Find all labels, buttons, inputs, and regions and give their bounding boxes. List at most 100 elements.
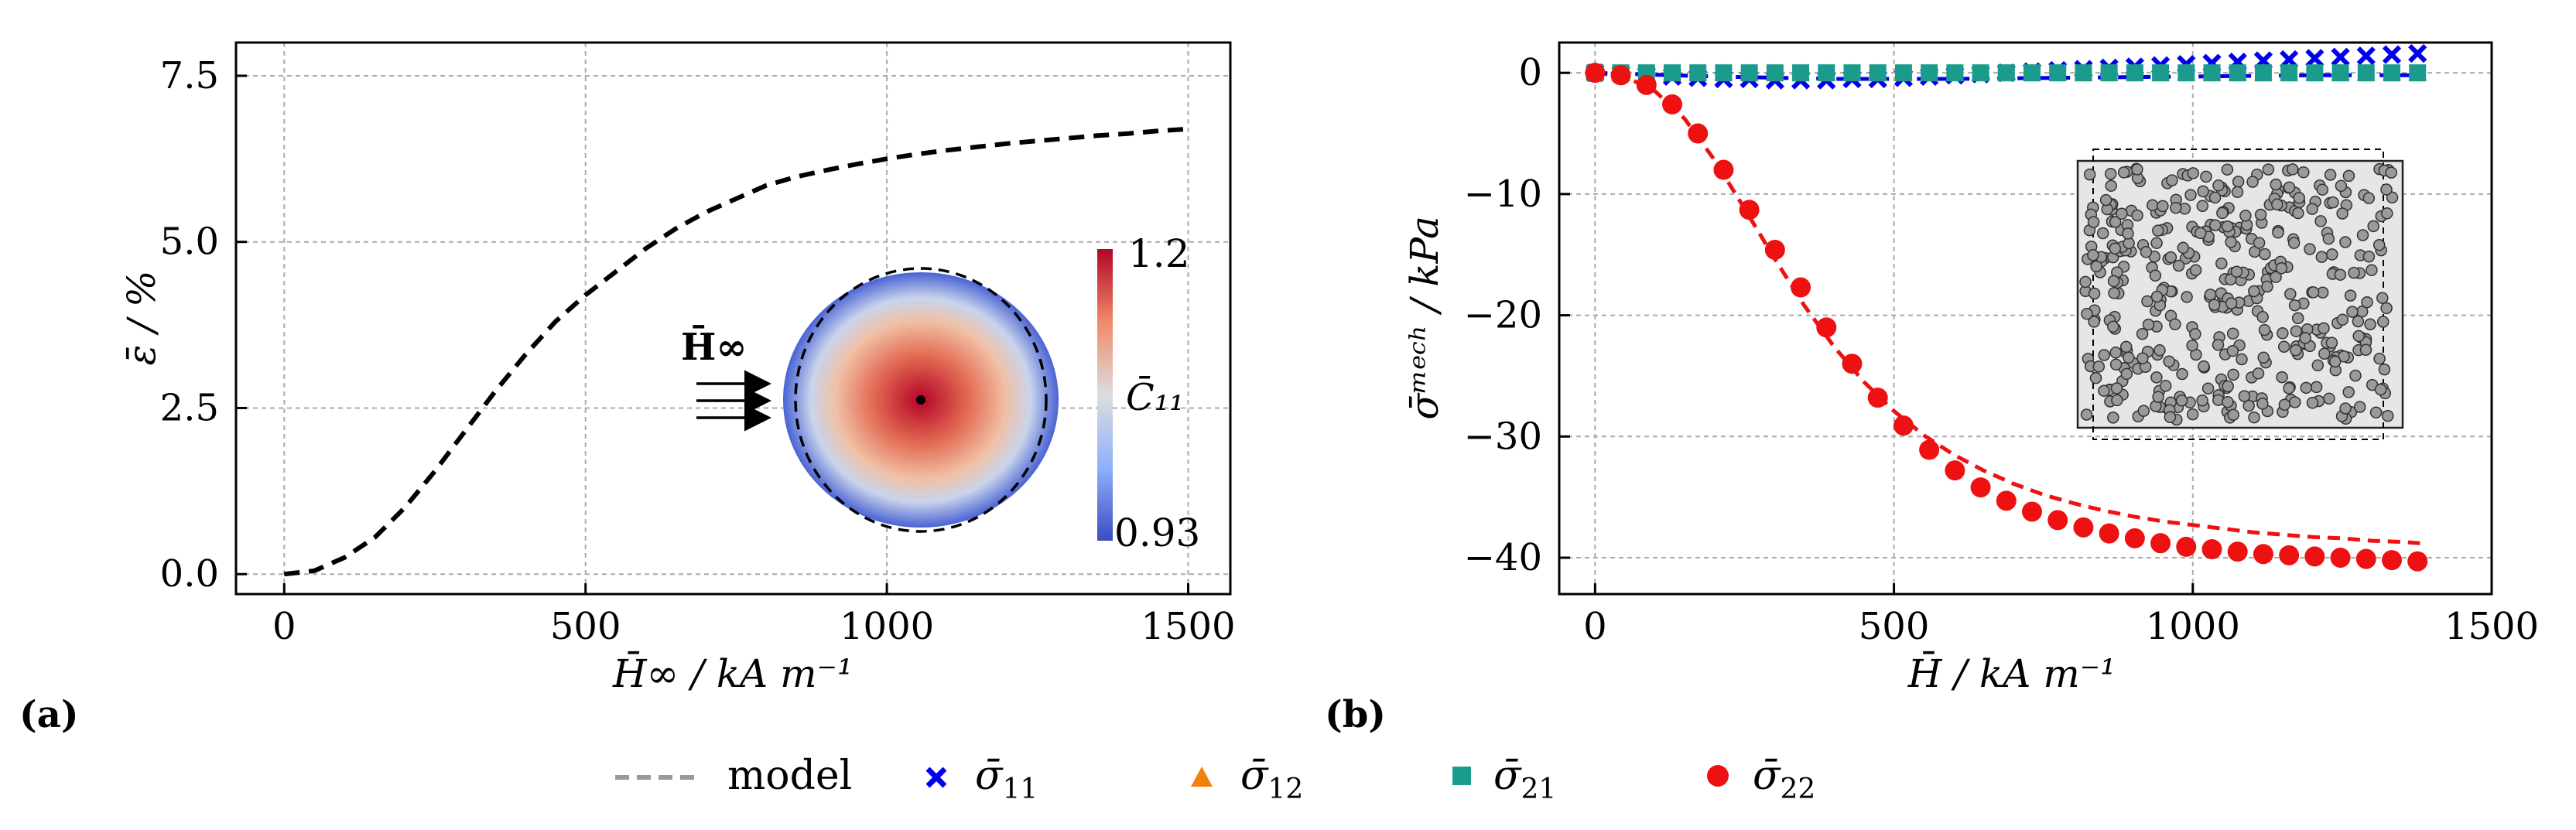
microstructure-particle bbox=[2248, 411, 2260, 424]
microstructure-particle bbox=[2304, 243, 2316, 255]
microstructure-particle bbox=[2231, 186, 2244, 199]
panel-b-point-s21 bbox=[1663, 64, 1681, 82]
panel-b-point-s21 bbox=[1843, 64, 1861, 82]
microstructure-particle bbox=[2258, 323, 2271, 336]
panel-b-point-s21 bbox=[2409, 64, 2427, 82]
microstructure-particle bbox=[2230, 265, 2243, 278]
microstructure-particle bbox=[2270, 271, 2282, 283]
panel-b-point-s21 bbox=[2229, 64, 2246, 82]
microstructure-particle bbox=[2215, 257, 2228, 270]
panel-b-point-s22 bbox=[1996, 490, 2017, 511]
microstructure-particle bbox=[2254, 208, 2267, 221]
microstructure-particle bbox=[2283, 382, 2295, 395]
panel-b-point-s22 bbox=[1585, 63, 1606, 84]
panel-b-point-s21 bbox=[1766, 64, 1784, 82]
panel-b-point-s22 bbox=[1764, 239, 1785, 260]
panel-a-ticks: 0 500 1000 1500 0.0 2.5 5.0 7.5 bbox=[160, 54, 1236, 648]
microstructure-particle bbox=[2216, 207, 2229, 220]
microstructure-particle bbox=[2353, 401, 2366, 413]
microstructure-particle bbox=[2257, 351, 2270, 364]
legend-model-label: model bbox=[727, 753, 852, 799]
microstructure-particle bbox=[2166, 174, 2178, 186]
microstructure-particle bbox=[2327, 196, 2339, 209]
panel-b-model-curve bbox=[1594, 70, 2420, 545]
microstructure-particle bbox=[2283, 181, 2296, 193]
panel-b-ytick-label: −40 bbox=[1464, 536, 1542, 579]
panel-b-chart: 0 500 1000 1500 0 −10 −20 −30 −40 σ̄ᵐᵉᶜʰ / kPa H… bbox=[1402, 41, 2539, 696]
microstructure-particle bbox=[2314, 215, 2327, 227]
microstructure-particle bbox=[2150, 290, 2164, 303]
panel-b-point-s21 bbox=[2383, 64, 2401, 82]
panel-b-point-s21 bbox=[2177, 64, 2195, 82]
microstructure-particle bbox=[2088, 287, 2101, 300]
microstructure-particle bbox=[2137, 405, 2150, 417]
microstructure-particle bbox=[2096, 227, 2109, 240]
microstructure-particle bbox=[2187, 167, 2199, 179]
panel-b-point-s22 bbox=[1893, 415, 1914, 436]
panel-a-grid bbox=[236, 43, 1230, 594]
microstructure-particle bbox=[2270, 178, 2282, 191]
panel-b-point-s11 bbox=[2408, 43, 2427, 63]
microstructure-particle bbox=[2271, 198, 2284, 211]
microstructure-particle bbox=[2374, 383, 2387, 396]
microstructure-particle bbox=[2338, 350, 2350, 363]
microstructure-particle bbox=[2306, 203, 2318, 215]
microstructure-particle bbox=[2149, 269, 2162, 282]
microstructure-particle bbox=[2119, 340, 2133, 354]
panel-b-point-s22 bbox=[2407, 551, 2428, 572]
microstructure-particle bbox=[2109, 358, 2123, 371]
panel-b-point-s21 bbox=[1972, 64, 1989, 82]
microstructure-particle bbox=[2136, 327, 2149, 340]
panel-b-point-s21 bbox=[1921, 64, 1938, 82]
microstructure-particle bbox=[2157, 200, 2169, 213]
panel-b-point-s21 bbox=[2023, 64, 2041, 82]
microstructure-particle bbox=[2092, 360, 2106, 373]
microstructure-particle bbox=[2306, 397, 2319, 409]
panel-a-ylabel: ε̄ / % bbox=[119, 271, 164, 366]
panel-b-microstructure-inset bbox=[2076, 149, 2404, 440]
microstructure-particle bbox=[2227, 368, 2239, 381]
microstructure-particle bbox=[2361, 295, 2373, 309]
microstructure-particle bbox=[2261, 280, 2273, 293]
legend-s12-marker bbox=[1191, 767, 1213, 787]
panel-b-point-s21 bbox=[2152, 64, 2170, 82]
panel-a-frame bbox=[234, 41, 1232, 596]
microstructure-particle bbox=[2099, 193, 2112, 207]
panel-b-point-s21 bbox=[2100, 64, 2118, 82]
microstructure-particle bbox=[2164, 411, 2177, 424]
microstructure-particle bbox=[2362, 192, 2376, 204]
microstructure-particle bbox=[2222, 380, 2234, 393]
panel-b-point-s22 bbox=[1610, 65, 1631, 86]
microstructure-particle bbox=[2315, 251, 2328, 263]
microstructure-particle bbox=[2142, 318, 2155, 331]
microstructure-particle bbox=[2105, 179, 2117, 192]
microstructure-particle bbox=[2369, 406, 2383, 418]
microstructure-particle bbox=[2154, 344, 2166, 357]
microstructure-particle bbox=[2344, 289, 2357, 302]
microstructure-particle bbox=[2256, 311, 2269, 323]
microstructure-particle bbox=[2140, 246, 2153, 258]
microstructure-particle bbox=[2253, 237, 2266, 249]
microstructure-particle bbox=[2366, 264, 2378, 276]
panel-b-point-s22 bbox=[1688, 123, 1709, 144]
microstructure-particle bbox=[2356, 229, 2369, 241]
inset-colorbar-label: C̄₁₁ bbox=[1126, 374, 1184, 419]
microstructure-particle bbox=[2325, 336, 2338, 349]
microstructure-particle bbox=[2189, 328, 2201, 340]
microstructure-particle bbox=[2181, 291, 2193, 303]
panel-b-ylabel: σ̄ᵐᵉᶜʰ / kPa bbox=[1402, 216, 1447, 420]
microstructure-particle bbox=[2318, 347, 2331, 360]
microstructure-particle bbox=[2246, 176, 2259, 188]
panel-b-point-s22 bbox=[1661, 94, 1682, 114]
microstructure-particle bbox=[2120, 367, 2133, 381]
microstructure-particle bbox=[2141, 295, 2154, 308]
panel-b-point-s22 bbox=[1713, 159, 1734, 180]
panel-b-point-s22 bbox=[1867, 388, 1888, 408]
microstructure-particle bbox=[2109, 347, 2122, 359]
panel-a-ytick-label: 5.0 bbox=[160, 220, 219, 264]
microstructure-particle bbox=[2208, 299, 2221, 311]
microstructure-particle bbox=[2198, 360, 2210, 373]
microstructure-particle bbox=[2225, 236, 2237, 248]
microstructure-particle bbox=[2380, 183, 2393, 196]
